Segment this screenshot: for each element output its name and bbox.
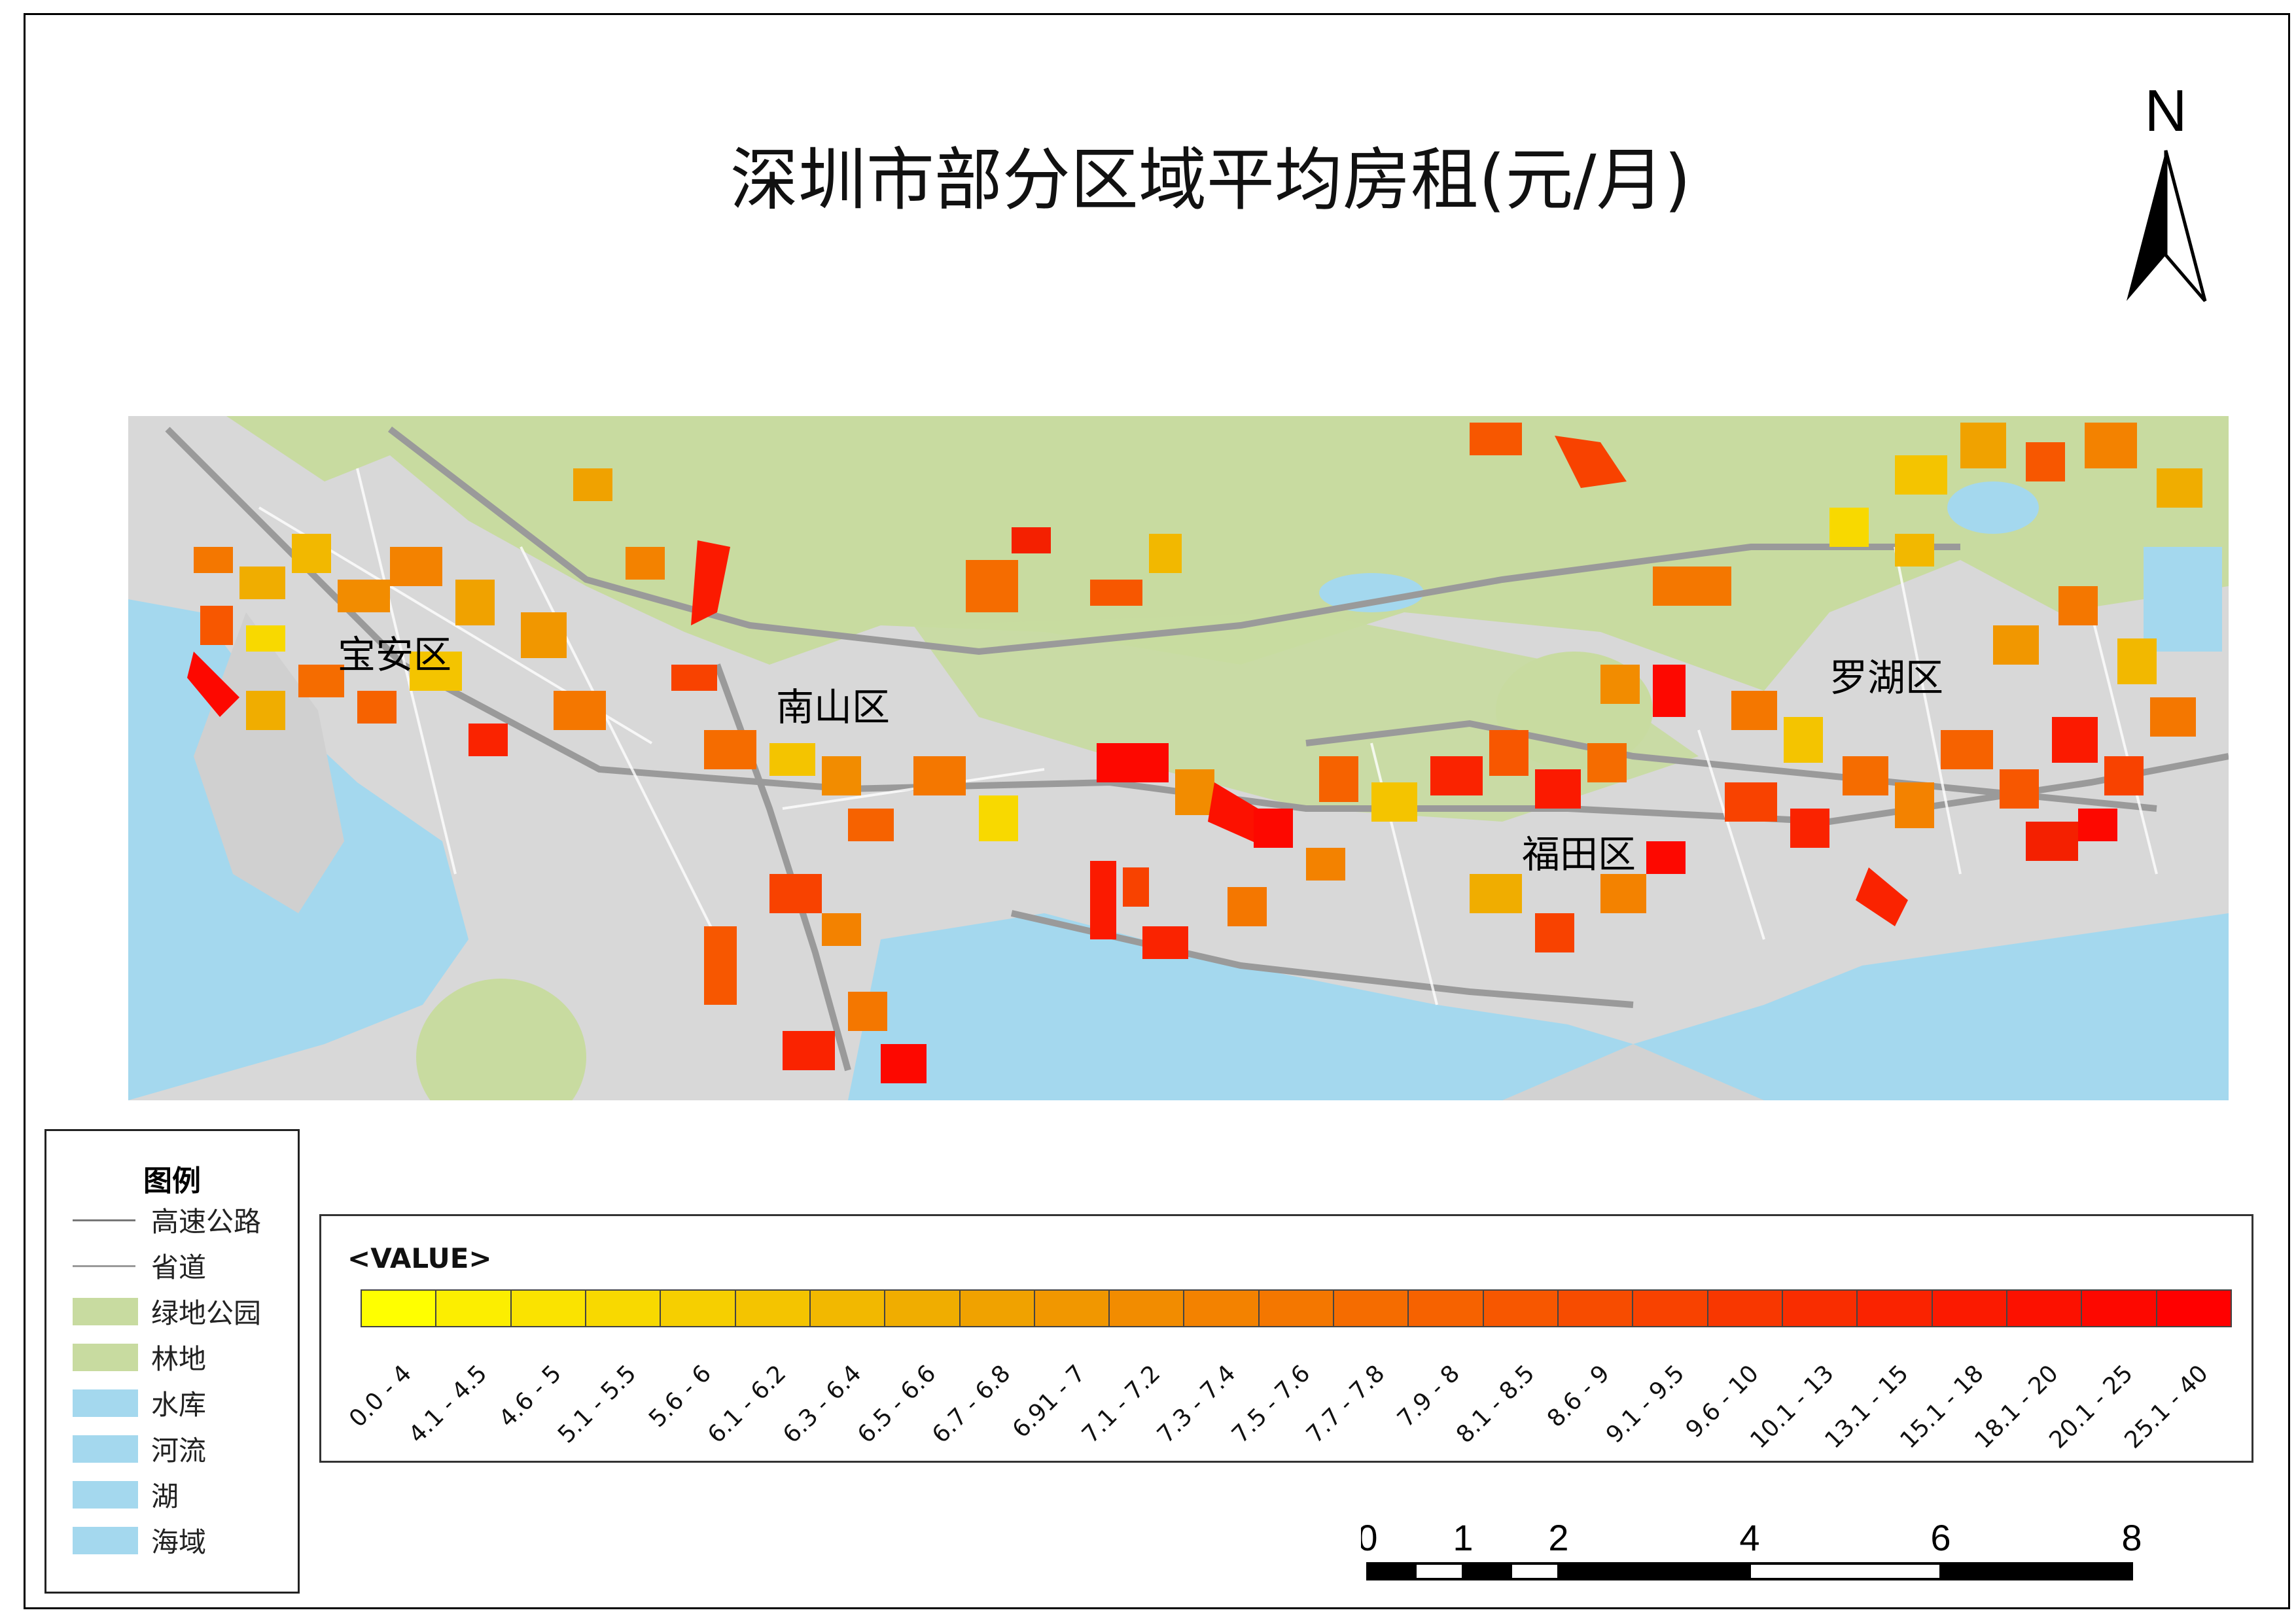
scale-label: 0 (1361, 1518, 1378, 1558)
scale-label: 1 (1453, 1518, 1473, 1558)
scale-bar: 0 1 2 4 6 8Miles (1357, 1517, 2230, 1596)
ramp-cell (2007, 1291, 2083, 1326)
scale-segment (1939, 1562, 2133, 1580)
ramp-cell (810, 1291, 886, 1326)
ramp-cell (735, 1291, 811, 1326)
ramp-label: 7.3 - 7.4 (1152, 1360, 1241, 1449)
legend-label: 绿地公园 (151, 1297, 262, 1329)
legend: 图例 高速公路省道绿地公园林地水库河流湖海域 (44, 1129, 300, 1594)
ramp-label: 7.7 - 7.8 (1301, 1360, 1390, 1449)
district-nanshan: 南山区 (776, 685, 890, 729)
ramp-cell (436, 1291, 512, 1326)
ramp-cell (1559, 1291, 1634, 1326)
district-luohu: 罗湖区 (1829, 655, 1943, 700)
ramp-cell (586, 1291, 662, 1326)
legend-label: 高速公路 (151, 1206, 262, 1238)
legend-symbol (73, 1389, 138, 1417)
ramp-cell (885, 1291, 961, 1326)
ramp-cell (1259, 1291, 1335, 1326)
ramp-cell (1184, 1291, 1260, 1326)
scale-segment (1557, 1562, 1751, 1580)
ramp-label: 8.6 - 9 (1542, 1360, 1615, 1433)
legend-symbol (73, 1298, 138, 1325)
scale-segment (1414, 1562, 1464, 1580)
ramp-label: 4.1 - 4.5 (403, 1360, 492, 1449)
legend-symbol (73, 1481, 138, 1509)
ramp-cell (511, 1291, 586, 1326)
ramp-label: 7.1 - 7.2 (1077, 1360, 1166, 1449)
ramp-cell (1409, 1291, 1484, 1326)
ramp-cell (1708, 1291, 1783, 1326)
ramp-cell (362, 1291, 437, 1326)
legend-symbol (73, 1527, 138, 1554)
scale-label: 6 (1930, 1518, 1951, 1558)
ramp-label: 6.7 - 6.8 (927, 1360, 1016, 1449)
legend-label: 湖 (151, 1480, 179, 1512)
ramp-cell (2157, 1291, 2231, 1326)
ramp-label: 7.9 - 8 (1392, 1360, 1465, 1433)
north-label: N (2145, 79, 2187, 144)
map-frame (24, 13, 2290, 1609)
district-futian: 福田区 (1522, 832, 1636, 877)
color-ramp (361, 1289, 2232, 1327)
ramp-label: 6.1 - 6.2 (703, 1360, 792, 1449)
ramp-cell (1110, 1291, 1185, 1326)
ramp-cell (1932, 1291, 2007, 1326)
rent-map[interactable]: 宝安区 南山区 福田区 罗湖区 (128, 416, 2229, 1100)
legend-symbol (73, 1344, 138, 1371)
ramp-cell (661, 1291, 736, 1326)
ramp-cell (1633, 1291, 1708, 1326)
scale-label: 8 (2121, 1518, 2142, 1558)
ramp-cell (960, 1291, 1035, 1326)
district-baoan: 宝安区 (338, 633, 451, 677)
legend-symbol (73, 1219, 135, 1221)
scale-label: 2 (1548, 1518, 1568, 1558)
ramp-label: 0.0 - 4 (344, 1360, 417, 1433)
ramp-cell (1483, 1291, 1559, 1326)
scale-segment (1510, 1562, 1560, 1580)
legend-title: 图例 (143, 1164, 201, 1198)
ramp-label: 5.6 - 6 (643, 1360, 716, 1433)
ramp-label: 8.1 - 8.5 (1451, 1360, 1540, 1449)
ramp-label: 9.1 - 9.5 (1601, 1360, 1690, 1449)
ramp-label: 6.5 - 6.6 (853, 1360, 942, 1449)
legend-label: 水库 (151, 1389, 207, 1421)
ramp-label: 6.3 - 6.4 (777, 1360, 866, 1449)
legend-label: 海域 (151, 1526, 207, 1558)
scale-segment (1366, 1562, 1417, 1580)
value-legend-heading: <VALUE> (347, 1242, 492, 1274)
scale-segment (1748, 1562, 1942, 1580)
ramp-cell (1334, 1291, 1409, 1326)
scale-segment (1462, 1562, 1512, 1580)
ramp-cell (1782, 1291, 1858, 1326)
ramp-label: 4.6 - 5 (493, 1360, 567, 1433)
legend-label: 河流 (151, 1435, 207, 1467)
map-title: 深圳市部分区域平均房租(元/月) (730, 140, 1691, 220)
scale-label: 4 (1739, 1518, 1759, 1558)
legend-symbol (73, 1265, 135, 1267)
legend-label: 林地 (151, 1343, 207, 1375)
scale-unit: Miles (2145, 1550, 2146, 1591)
ramp-cell (1858, 1291, 1933, 1326)
ramp-cell (1034, 1291, 1110, 1326)
legend-symbol (73, 1435, 138, 1463)
north-arrow: N (2113, 79, 2218, 314)
ramp-label: 7.5 - 7.6 (1227, 1360, 1316, 1449)
value-legend: <VALUE> 0.0 - 4 4.1 - 4.5 4.6 - 5 5.1 - 5.5… (319, 1214, 2253, 1463)
ramp-label: 5.1 - 5.5 (553, 1360, 642, 1449)
legend-label: 省道 (151, 1251, 207, 1283)
ramp-cell (2082, 1291, 2157, 1326)
